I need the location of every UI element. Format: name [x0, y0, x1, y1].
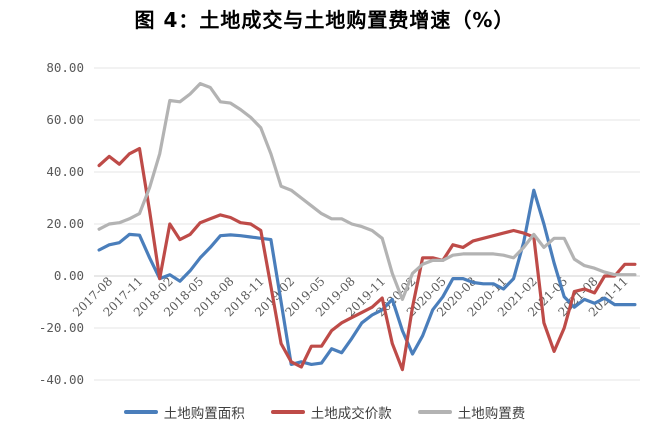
y-tick-label: 40.00 — [46, 164, 84, 179]
legend-swatch — [417, 410, 452, 414]
legend-swatch — [270, 410, 305, 414]
chart-title: 图 4：土地成交与土地购置费增速（%） — [134, 8, 515, 32]
legend-swatch — [123, 410, 158, 414]
series-line — [97, 147, 637, 372]
y-axis: 80.00 60.00 40.00 20.00 0.00 -20.00 -40.00 — [39, 60, 84, 387]
series-lines — [97, 81, 637, 372]
legend-label: 土地购置费 — [457, 406, 526, 422]
legend-item: 土地成交价款 — [270, 402, 392, 422]
series-line — [97, 81, 637, 301]
legend-item: 土地购置费 — [417, 402, 526, 422]
legend-item: 土地购置面积 — [123, 402, 245, 422]
legend-label: 土地购置面积 — [163, 406, 245, 422]
legend: 土地购置面积 土地成交价款 土地购置费 — [0, 402, 649, 422]
gridlines — [94, 67, 640, 381]
series-line — [97, 188, 637, 366]
y-tick-label: 60.00 — [46, 112, 84, 127]
y-tick-label: -40.00 — [39, 372, 84, 387]
y-tick-label: 80.00 — [46, 60, 84, 75]
y-tick-label: 0.00 — [54, 268, 84, 283]
legend-label: 土地成交价款 — [310, 406, 392, 422]
y-tick-label: 20.00 — [46, 216, 84, 231]
y-tick-label: -20.00 — [39, 320, 84, 335]
x-axis: 2017-082017-112018-022018-052018-082018-… — [70, 274, 631, 319]
